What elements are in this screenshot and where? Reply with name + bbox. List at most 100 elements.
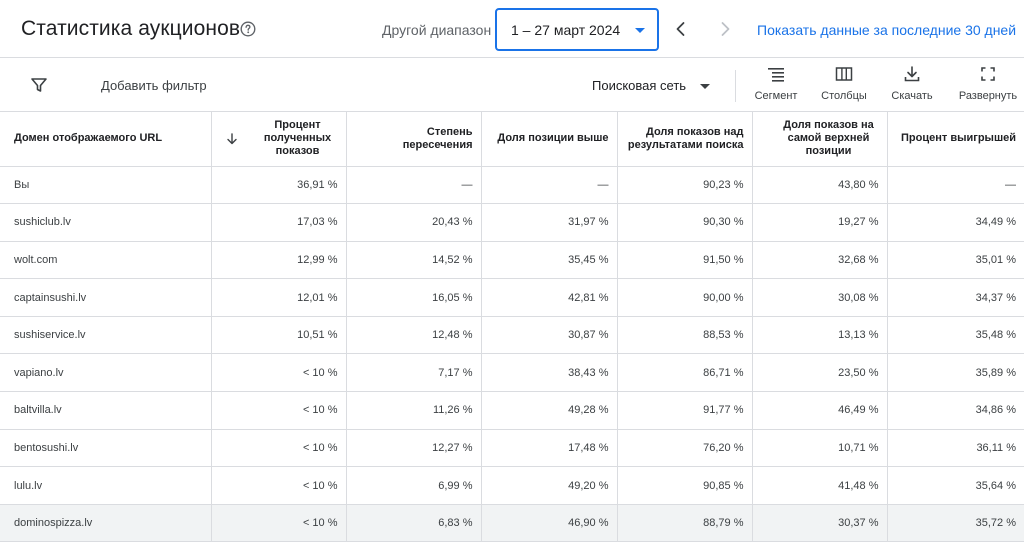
table-row: sushiservice.lv 10,51 % 12,48 % 30,87 % 88,5… <box>0 316 1024 355</box>
cell-domain: lulu.lv <box>0 466 212 505</box>
arrow-down-icon <box>226 133 237 144</box>
column-header-overlap[interactable]: Степень пересечения <box>346 112 482 167</box>
cell-outranking: 34,49 % <box>887 203 1024 242</box>
expand-button[interactable]: Развернуть <box>955 66 1021 108</box>
cell-top-of-page: 91,50 % <box>617 241 753 280</box>
cell-top-of-page: 90,23 % <box>617 166 753 205</box>
cell-position-above: 30,87 % <box>481 316 618 355</box>
cell-overlap: 6,99 % <box>346 466 482 505</box>
cell-top-of-page: 76,20 % <box>617 429 753 468</box>
segment-label: Сегмент <box>754 90 798 102</box>
table-row: sushiclub.lv 17,03 % 20,43 % 31,97 % 90,30 %… <box>0 203 1024 242</box>
cell-impr-share: 12,99 % <box>211 241 347 280</box>
cell-domain: baltvilla.lv <box>0 391 212 430</box>
table-row: baltvilla.lv < 10 % 11,26 % 49,28 % 91,77 % 4… <box>0 391 1024 430</box>
table-row: vapiano.lv < 10 % 7,17 % 38,43 % 86,71 % 23,5… <box>0 353 1024 393</box>
filter-funnel-icon[interactable] <box>30 76 48 94</box>
columns-icon <box>835 67 853 81</box>
fullscreen-icon <box>981 67 995 81</box>
cell-domain: vapiano.lv <box>0 353 212 393</box>
cell-domain: Вы <box>0 166 212 205</box>
chevron-left-icon[interactable] <box>672 20 690 38</box>
download-button[interactable]: Скачать <box>888 66 936 108</box>
table-row: dominospizza.lv < 10 % 6,83 % 46,90 % 88,79 … <box>0 504 1024 543</box>
column-header-domain[interactable]: Домен отображаемого URL <box>0 112 212 167</box>
table-row: Вы 36,91 % — —90,23 % 43,80 % — <box>0 166 1024 205</box>
cell-position-above: 38,43 % <box>481 353 618 393</box>
cell-abs-top: 43,80 % <box>752 166 888 205</box>
cell-position-above: 17,48 % <box>481 429 618 468</box>
cell-domain: captainsushi.lv <box>0 278 212 317</box>
cell-outranking: 34,37 % <box>887 278 1024 317</box>
cell-abs-top: 46,49 % <box>752 391 888 430</box>
cell-top-of-page: 90,30 % <box>617 203 753 242</box>
cell-position-above: — <box>481 166 618 205</box>
network-select[interactable]: Поисковая сеть <box>592 78 687 93</box>
cell-position-above: 46,90 % <box>481 504 618 543</box>
cell-abs-top: 10,71 % <box>752 429 888 468</box>
add-filter-button[interactable]: Добавить фильтр <box>101 78 207 93</box>
cell-domain: dominospizza.lv <box>0 504 212 543</box>
cell-position-above: 31,97 % <box>481 203 618 242</box>
cell-abs-top: 41,48 % <box>752 466 888 505</box>
cell-domain: bentosushi.lv <box>0 429 212 468</box>
cell-outranking: 35,64 % <box>887 466 1024 505</box>
date-range-value: 1 – 27 март 2024 <box>511 22 621 38</box>
cell-top-of-page: 90,85 % <box>617 466 753 505</box>
cell-impr-share: 12,01 % <box>211 278 347 317</box>
cell-abs-top: 13,13 % <box>752 316 888 355</box>
chevron-right-icon[interactable] <box>716 20 734 38</box>
help-circle-icon[interactable] <box>240 21 256 37</box>
cell-impr-share: < 10 % <box>211 466 347 505</box>
cell-outranking: 36,11 % <box>887 429 1024 468</box>
cell-outranking: 35,01 % <box>887 241 1024 280</box>
cell-abs-top: 19,27 % <box>752 203 888 242</box>
date-range-select[interactable]: 1 – 27 март 2024 <box>495 8 659 51</box>
page-title: Статистика аукционов <box>21 17 241 40</box>
last-30-days-link[interactable]: Показать данные за последние 30 дней <box>757 22 1017 38</box>
auction-insights-table: Домен отображаемого URL Процент полученн… <box>0 112 1024 543</box>
cell-position-above: 49,28 % <box>481 391 618 430</box>
cell-top-of-page: 88,79 % <box>617 504 753 543</box>
cell-top-of-page: 91,77 % <box>617 391 753 430</box>
cell-overlap: 16,05 % <box>346 278 482 317</box>
download-label: Скачать <box>891 90 933 102</box>
cell-overlap: 14,52 % <box>346 241 482 280</box>
caret-down-icon <box>635 28 645 33</box>
column-header-position-above[interactable]: Доля позиции выше <box>481 112 618 167</box>
table-row: lulu.lv < 10 % 6,99 % 49,20 % 90,85 % 41,48 %… <box>0 466 1024 505</box>
cell-impr-share: < 10 % <box>211 391 347 430</box>
cell-overlap: 7,17 % <box>346 353 482 393</box>
toolbar-divider <box>735 70 736 102</box>
cell-outranking: 35,72 % <box>887 504 1024 543</box>
cell-domain: sushiservice.lv <box>0 316 212 355</box>
column-header-impression-share-label: Процент полученных показов <box>263 119 332 158</box>
cell-overlap: 20,43 % <box>346 203 482 242</box>
download-icon <box>904 66 920 82</box>
range-label: Другой диапазон <box>382 22 492 38</box>
cell-abs-top: 30,37 % <box>752 504 888 543</box>
column-header-abs-top-label: Доля показов на самой верхней позиции <box>783 119 874 158</box>
table-row: bentosushi.lv < 10 % 12,27 % 17,48 % 76,20 %… <box>0 429 1024 468</box>
columns-label: Столбцы <box>821 90 867 102</box>
cell-impr-share: < 10 % <box>211 353 347 393</box>
column-header-abs-top[interactable]: Доля показов на самой верхней позиции <box>752 112 888 167</box>
column-header-impression-share[interactable]: Процент полученных показов <box>211 112 347 167</box>
cell-impr-share: 17,03 % <box>211 203 347 242</box>
cell-top-of-page: 90,00 % <box>617 278 753 317</box>
cell-domain: sushiclub.lv <box>0 203 212 242</box>
table-header-row: Домен отображаемого URL Процент полученн… <box>0 112 1024 167</box>
table-toolbar: Добавить фильтр Поисковая сеть Сегмент С… <box>0 58 1024 112</box>
cell-impr-share: < 10 % <box>211 504 347 543</box>
cell-impr-share: < 10 % <box>211 429 347 468</box>
cell-abs-top: 23,50 % <box>752 353 888 393</box>
cell-position-above: 42,81 % <box>481 278 618 317</box>
cell-overlap: 6,83 % <box>346 504 482 543</box>
columns-button[interactable]: Столбцы <box>818 66 870 108</box>
segment-button[interactable]: Сегмент <box>752 66 800 108</box>
cell-outranking: 34,86 % <box>887 391 1024 430</box>
column-header-top-of-page[interactable]: Доля показов над результатами поиска <box>617 112 753 167</box>
cell-domain: wolt.com <box>0 241 212 280</box>
cell-outranking: — <box>887 166 1024 205</box>
column-header-outranking[interactable]: Процент выигрышей <box>887 112 1024 167</box>
